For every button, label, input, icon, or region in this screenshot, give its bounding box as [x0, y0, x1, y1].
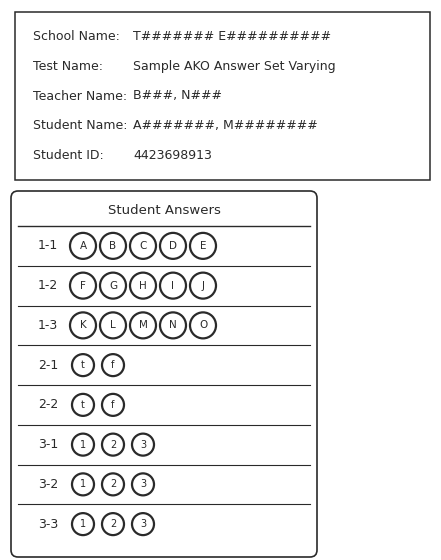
Circle shape: [72, 433, 94, 456]
Text: N: N: [169, 320, 177, 330]
Circle shape: [130, 273, 156, 298]
Circle shape: [70, 273, 96, 298]
Text: L: L: [110, 320, 116, 330]
Circle shape: [72, 394, 94, 416]
Text: B: B: [109, 241, 116, 251]
Circle shape: [102, 473, 124, 496]
Text: f: f: [111, 400, 115, 410]
Text: Teacher Name:: Teacher Name:: [33, 90, 127, 102]
Text: 2: 2: [110, 440, 116, 450]
Text: 3: 3: [140, 440, 146, 450]
Text: 2: 2: [110, 519, 116, 529]
Circle shape: [70, 233, 96, 259]
Circle shape: [160, 233, 186, 259]
Circle shape: [72, 473, 94, 496]
Circle shape: [130, 233, 156, 259]
Text: 3-3: 3-3: [38, 517, 58, 531]
Text: t: t: [81, 400, 85, 410]
Text: M: M: [138, 320, 147, 330]
Text: 3-2: 3-2: [38, 478, 58, 491]
Text: A#######, M########: A#######, M########: [133, 119, 318, 132]
Circle shape: [102, 394, 124, 416]
Circle shape: [160, 312, 186, 338]
Text: 3: 3: [140, 519, 146, 529]
Text: Student Name:: Student Name:: [33, 119, 127, 132]
Circle shape: [132, 513, 154, 535]
Circle shape: [100, 312, 126, 338]
Circle shape: [72, 354, 94, 376]
Text: School Name:: School Name:: [33, 30, 120, 43]
Text: 1-1: 1-1: [38, 239, 58, 253]
Circle shape: [132, 433, 154, 456]
Circle shape: [160, 273, 186, 298]
Text: 1-3: 1-3: [38, 319, 58, 332]
Text: 2-2: 2-2: [38, 398, 58, 412]
Text: 1: 1: [80, 479, 86, 489]
Circle shape: [190, 233, 216, 259]
Text: I: I: [172, 281, 175, 291]
Circle shape: [130, 312, 156, 338]
Circle shape: [100, 273, 126, 298]
Text: F: F: [80, 281, 86, 291]
Circle shape: [70, 312, 96, 338]
Circle shape: [132, 473, 154, 496]
Text: Student ID:: Student ID:: [33, 149, 104, 162]
Circle shape: [190, 273, 216, 298]
Text: E: E: [200, 241, 206, 251]
Circle shape: [72, 513, 94, 535]
Text: 2-1: 2-1: [38, 358, 58, 372]
Text: 1: 1: [80, 519, 86, 529]
Text: Sample AKO Answer Set Varying: Sample AKO Answer Set Varying: [133, 60, 336, 73]
FancyBboxPatch shape: [11, 191, 317, 557]
Text: G: G: [109, 281, 117, 291]
Circle shape: [100, 233, 126, 259]
Text: K: K: [80, 320, 86, 330]
Text: 2: 2: [110, 479, 116, 489]
Text: 3-1: 3-1: [38, 438, 58, 451]
Text: H: H: [139, 281, 147, 291]
Bar: [15, 12, 430, 180]
Text: B###, N###: B###, N###: [133, 90, 222, 102]
Text: Test Name:: Test Name:: [33, 60, 103, 73]
Circle shape: [102, 354, 124, 376]
Text: 3: 3: [140, 479, 146, 489]
Circle shape: [190, 312, 216, 338]
Circle shape: [102, 433, 124, 456]
Text: O: O: [199, 320, 207, 330]
Text: 1: 1: [80, 440, 86, 450]
Text: D: D: [169, 241, 177, 251]
Text: 1-2: 1-2: [38, 279, 58, 292]
Text: 4423698913: 4423698913: [133, 149, 212, 162]
Text: T####### E##########: T####### E##########: [133, 30, 331, 43]
Text: t: t: [81, 360, 85, 370]
Text: C: C: [139, 241, 147, 251]
Text: A: A: [79, 241, 86, 251]
Text: f: f: [111, 360, 115, 370]
Circle shape: [102, 513, 124, 535]
Text: J: J: [202, 281, 205, 291]
Text: Student Answers: Student Answers: [108, 204, 220, 217]
